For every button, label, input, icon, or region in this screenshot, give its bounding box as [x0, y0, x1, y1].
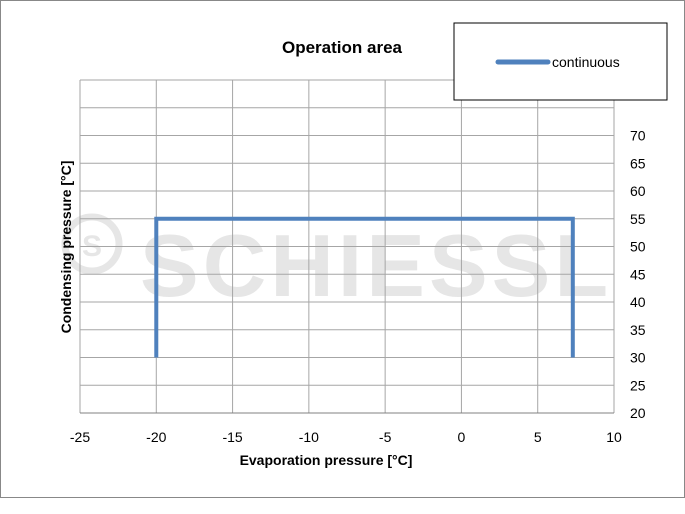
y-tick-label: 45: [630, 266, 646, 282]
x-tick-label: -20: [146, 429, 166, 445]
legend-box: [453, 22, 668, 101]
x-tick-label: -15: [222, 429, 242, 445]
y-tick-label: 30: [630, 350, 646, 366]
grid: [79, 79, 615, 414]
x-axis-label: Evaporation pressure [°C]: [240, 452, 413, 468]
x-tick-label: 10: [606, 429, 622, 445]
tick-labels: -25 -20 -15 -10 -5 0 5 10 20 25 30 35 40 45 50 55 60 65 70: [70, 128, 646, 446]
y-tick-label: 25: [630, 377, 646, 393]
y-tick-label: 70: [630, 128, 646, 144]
y-tick-label: 60: [630, 183, 646, 199]
y-tick-label: 35: [630, 322, 646, 338]
legend-label-continuous: continuous: [552, 54, 620, 70]
chart-title: Operation area: [282, 38, 403, 57]
x-tick-label: -10: [299, 429, 319, 445]
x-tick-label: 0: [458, 429, 466, 445]
series-line-continuous: [154, 216, 575, 358]
y-axis-label: Condensing pressure [°C]: [58, 161, 74, 334]
y-tick-label: 55: [630, 211, 646, 227]
y-tick-label: 50: [630, 239, 646, 255]
y-tick-label: 20: [630, 405, 646, 421]
y-tick-label: 40: [630, 294, 646, 310]
watermark-text: SCHIESSL: [140, 216, 612, 315]
x-tick-label: 5: [534, 429, 542, 445]
x-tick-label: -5: [379, 429, 392, 445]
series-lines: [154, 216, 575, 358]
watermark: S SCHIESSL: [61, 213, 612, 315]
x-tick-label: -25: [70, 429, 90, 445]
legend: continuous: [453, 22, 668, 101]
y-tick-label: 65: [630, 155, 646, 171]
